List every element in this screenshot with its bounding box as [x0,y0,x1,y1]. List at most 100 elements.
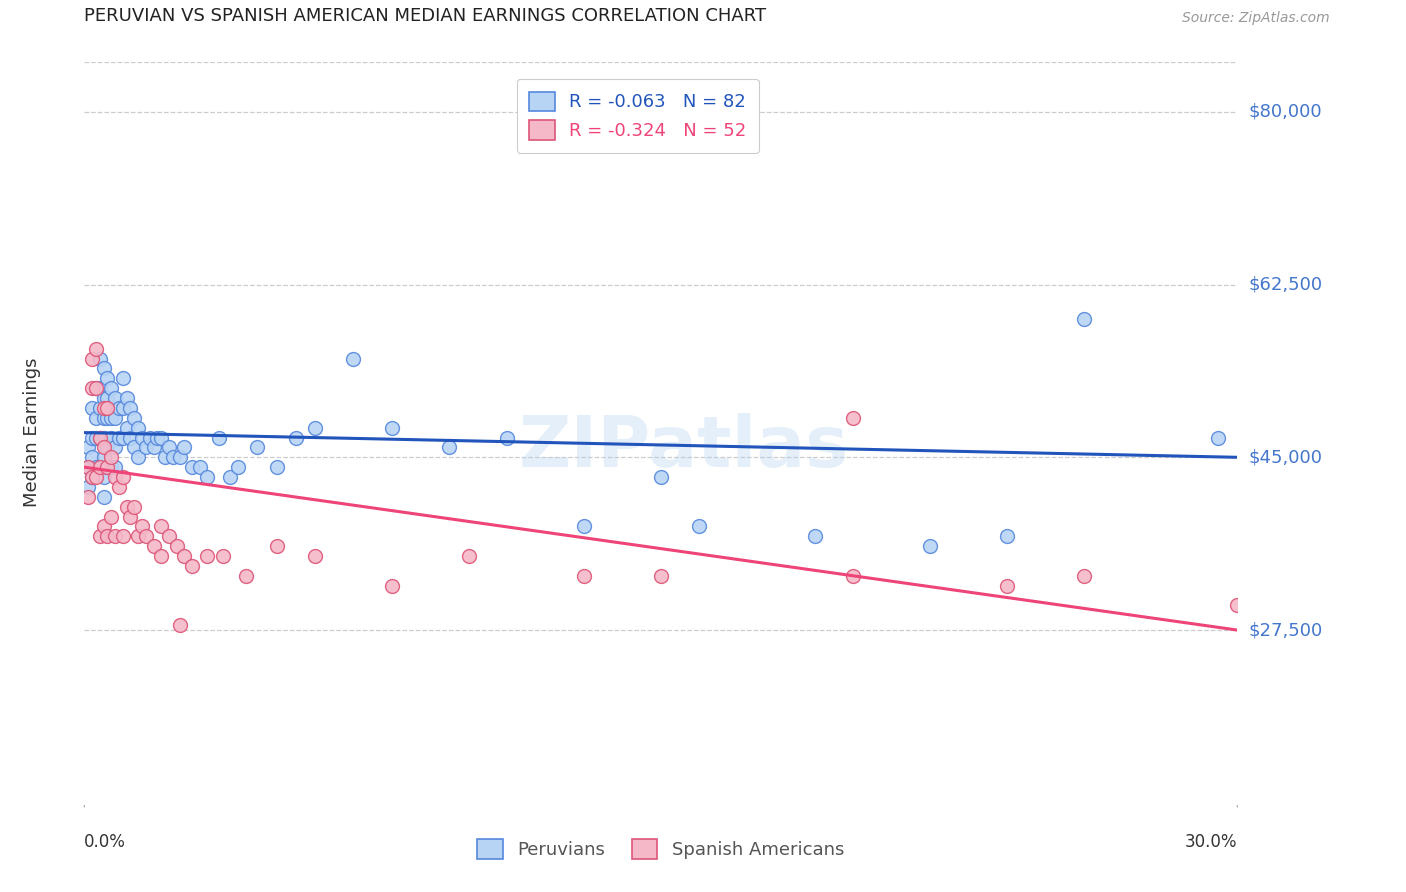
Point [93,410,115,425]
Point [111,470,134,484]
Point [115,391,138,405]
Point [108,431,131,445]
Point [111,431,134,445]
Point [150,549,173,563]
Point [342,351,364,366]
Point [124,441,146,455]
Point [211,549,233,563]
Point [93,401,115,415]
Point [93,490,115,504]
Point [135,529,157,543]
Point [93,361,115,376]
Point [77,460,100,475]
Point [96,371,118,385]
Point [235,568,257,582]
Point [108,480,131,494]
Point [77,460,100,475]
Point [219,470,242,484]
Point [162,450,184,465]
Point [93,450,115,465]
Point [166,539,188,553]
Point [169,450,191,465]
Point [104,441,127,455]
Point [89,431,111,445]
Point [120,509,142,524]
Point [496,431,519,445]
Point [208,431,231,445]
Point [181,558,204,573]
Point [89,351,111,366]
Point [120,401,142,415]
Point [572,519,595,533]
Point [169,618,191,632]
Point [127,450,149,465]
Point [153,450,176,465]
Point [100,381,122,395]
Point [304,549,326,563]
Point [80,431,103,445]
Text: $62,500: $62,500 [1249,276,1323,293]
Point [131,431,153,445]
Point [100,450,122,465]
Point [96,391,118,405]
Point [104,529,127,543]
Point [173,441,195,455]
Text: 0.0%: 0.0% [84,833,127,851]
Point [80,470,103,484]
Point [127,529,149,543]
Point [115,500,138,514]
Point [100,509,122,524]
Point [84,381,107,395]
Point [96,460,118,475]
Point [80,401,103,415]
Point [89,381,111,395]
Point [181,460,204,475]
Point [104,470,127,484]
Text: $27,500: $27,500 [1249,621,1323,639]
Point [1206,431,1229,445]
Point [246,441,269,455]
Point [142,539,165,553]
Text: Median Earnings: Median Earnings [24,358,42,508]
Point [84,342,107,356]
Point [135,441,157,455]
Point [195,470,218,484]
Point [96,410,118,425]
Point [80,351,103,366]
Point [995,579,1018,593]
Point [111,401,134,415]
Point [138,431,160,445]
Point [995,529,1018,543]
Point [100,431,122,445]
Point [89,431,111,445]
Point [93,441,115,455]
Point [89,460,111,475]
Point [1226,599,1249,613]
Point [195,549,218,563]
Point [96,529,118,543]
Text: ZIPatlas: ZIPatlas [519,413,849,482]
Point [104,410,127,425]
Text: Source: ZipAtlas.com: Source: ZipAtlas.com [1182,12,1330,25]
Point [842,410,865,425]
Point [127,420,149,434]
Point [93,519,115,533]
Point [100,410,122,425]
Point [111,371,134,385]
Point [77,441,100,455]
Point [146,431,169,445]
Point [650,568,672,582]
Point [96,441,118,455]
Point [104,391,127,405]
Point [84,431,107,445]
Point [1073,312,1095,326]
Point [381,420,404,434]
Point [77,480,100,494]
Point [84,410,107,425]
Point [104,460,127,475]
Point [157,441,180,455]
Point [84,470,107,484]
Text: PERUVIAN VS SPANISH AMERICAN MEDIAN EARNINGS CORRELATION CHART: PERUVIAN VS SPANISH AMERICAN MEDIAN EARN… [84,7,766,25]
Point [157,529,180,543]
Point [266,460,288,475]
